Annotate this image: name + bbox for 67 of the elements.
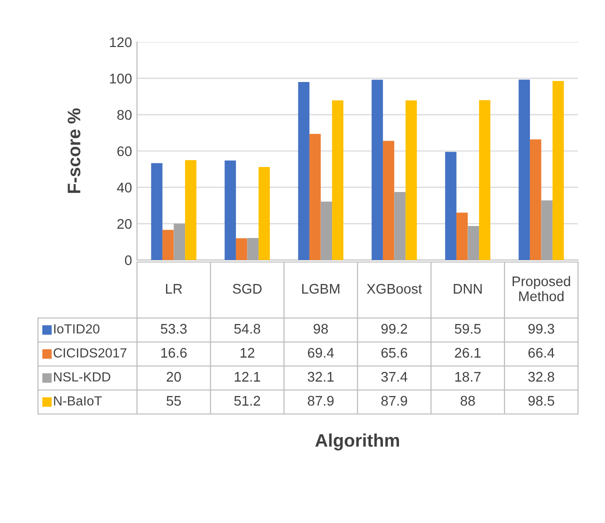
data-label: 59.5 [454, 324, 481, 334]
bar [258, 166, 270, 260]
bar [224, 160, 236, 260]
x-tick-label: SGD [232, 284, 262, 294]
data-label: 18.7 [455, 372, 481, 382]
data-label: 20 [166, 372, 181, 382]
y-tick-label: 40 [117, 182, 132, 193]
data-label: 99.3 [528, 324, 554, 334]
y-tick-label: 120 [110, 37, 132, 48]
bar [320, 202, 332, 260]
x-tick-label: XGBoost [366, 284, 422, 294]
bar [185, 160, 196, 260]
data-label: 53.3 [160, 324, 187, 334]
data-label: 99.2 [381, 324, 408, 334]
x-tick-label: DNN [454, 284, 482, 294]
bar [174, 224, 186, 260]
data-label: 87.9 [308, 396, 334, 406]
data-label: 16.6 [161, 348, 187, 358]
bar [372, 80, 383, 260]
x-tick-label: LGBM [302, 284, 340, 294]
bar [394, 192, 406, 260]
data-label: 12.1 [234, 372, 260, 382]
legend-label: IoTID20 [54, 324, 100, 334]
bar [382, 140, 394, 260]
y-tick-label: 80 [117, 110, 132, 120]
legend-label: CICIDS2017 [54, 348, 126, 358]
x-tick-label: Proposed Method [512, 276, 570, 302]
bar [518, 80, 530, 260]
bar [332, 100, 344, 260]
bar [298, 82, 310, 260]
bar [456, 212, 468, 260]
data-label: 98.5 [528, 396, 554, 406]
bar [247, 238, 259, 260]
y-tick-label: 60 [117, 146, 132, 156]
bar [530, 139, 542, 260]
x-tick-label: LR [166, 284, 182, 294]
y-axis-title: F-score % [68, 108, 80, 193]
data-label: 51.2 [234, 396, 260, 406]
data-label: 88 [460, 396, 475, 406]
text: Algorithm [315, 434, 400, 450]
data-label: 12 [240, 348, 254, 358]
data-label: 32.8 [528, 372, 554, 382]
data-label: 55 [166, 396, 181, 406]
data-label: 32.1 [308, 372, 334, 382]
legend-label: N-BaIoT [54, 396, 102, 406]
bar [406, 100, 417, 260]
legend-label: NSL-KDD [54, 372, 110, 382]
bar [445, 152, 456, 260]
data-label: 26.1 [454, 348, 481, 358]
bar [541, 200, 553, 260]
data-label: 69.4 [308, 348, 334, 358]
y-tick-label: 20 [117, 219, 132, 229]
y-tick-label: 100 [110, 74, 132, 84]
y-tick-label: 0 [124, 255, 132, 266]
data-label: 65.6 [381, 348, 408, 358]
data-label: 87.9 [381, 396, 408, 406]
data-label: 37.4 [381, 372, 408, 382]
data-label: 54.8 [234, 324, 260, 334]
data-label: 98 [314, 324, 328, 334]
bar [162, 230, 174, 260]
bar [309, 134, 321, 260]
bar [151, 163, 162, 260]
bar [468, 226, 480, 260]
data-label: 66.4 [528, 348, 554, 358]
bar [236, 238, 248, 260]
bar [479, 100, 490, 260]
bar [552, 81, 564, 260]
